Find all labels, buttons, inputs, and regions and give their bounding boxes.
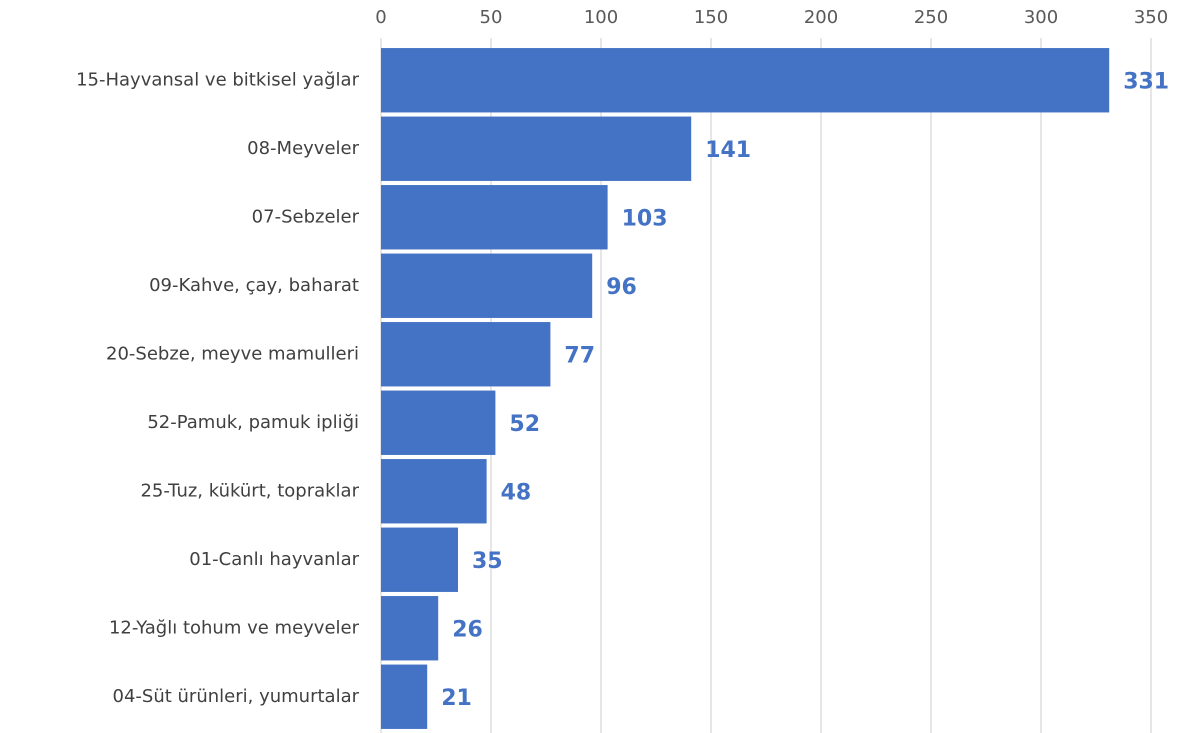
x-tick-label: 100: [584, 7, 618, 28]
data-label: 96: [606, 275, 637, 300]
x-tick-label: 300: [1024, 7, 1058, 28]
data-label: 331: [1123, 69, 1169, 94]
y-tick-label: 52-Pamuk, pamuk ipliği: [147, 412, 359, 433]
x-tick-label: 150: [694, 7, 728, 28]
y-tick-label: 25-Tuz, kükürt, topraklar: [140, 480, 359, 501]
bar: [381, 596, 439, 661]
y-tick-label: 12-Yağlı tohum ve meyveler: [109, 617, 360, 638]
bar: [381, 253, 593, 318]
data-label: 26: [452, 617, 483, 642]
y-tick-label: 09-Kahve, çay, baharat: [149, 275, 359, 296]
y-tick-label: 07-Sebzeler: [252, 206, 360, 227]
data-label: 141: [705, 138, 751, 163]
bar: [381, 664, 428, 729]
bar: [381, 185, 608, 250]
x-tick-label: 0: [375, 7, 386, 28]
y-tick-label: 08-Meyveler: [247, 138, 359, 159]
data-label: 48: [501, 480, 532, 505]
bar: [381, 48, 1110, 113]
x-tick-label: 350: [1134, 7, 1168, 28]
y-tick-label: 15-Hayvansal ve bitkisel yağlar: [76, 69, 360, 90]
x-tick-label: 50: [480, 7, 503, 28]
data-label: 77: [564, 343, 595, 368]
bar: [381, 116, 692, 181]
data-label: 21: [441, 686, 472, 711]
y-tick-label: 01-Canlı hayvanlar: [189, 549, 359, 570]
x-tick-label: 200: [804, 7, 838, 28]
bar: [381, 527, 458, 592]
data-label: 35: [472, 549, 503, 574]
data-label: 52: [509, 412, 540, 437]
y-tick-label: 20-Sebze, meyve mamulleri: [106, 343, 359, 364]
x-tick-label: 250: [914, 7, 948, 28]
bar: [381, 322, 551, 387]
bar: [381, 390, 496, 455]
data-label: 103: [622, 206, 668, 231]
bar: [381, 459, 487, 524]
y-tick-label: 04-Süt ürünleri, yumurtalar: [113, 686, 360, 707]
